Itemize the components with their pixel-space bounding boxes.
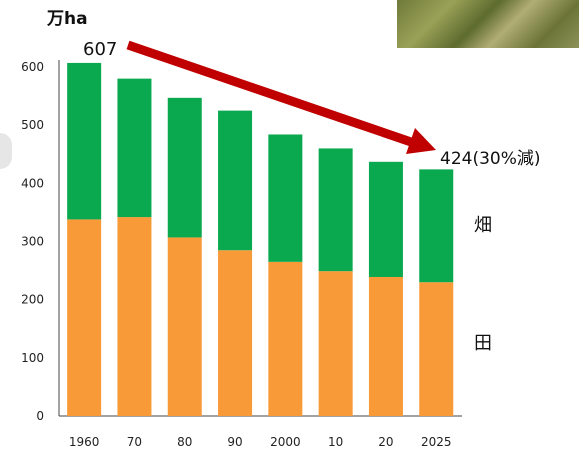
x-tick-label-6: 20 [378, 435, 393, 449]
bar-ta-2 [167, 237, 202, 416]
y-tick-label-0: 0 [36, 409, 44, 423]
x-tick-label-3: 90 [227, 435, 242, 449]
series-label-hata: 畑 [474, 215, 492, 236]
x-tick-label-2: 80 [177, 435, 192, 449]
bar-hata-3 [218, 110, 253, 251]
y-tick-label-5: 500 [21, 118, 44, 132]
bar-series [67, 62, 454, 416]
bar-hata-6 [368, 161, 403, 277]
bar-hata-0 [67, 62, 102, 220]
y-tick-label-3: 300 [21, 235, 44, 249]
bar-hata-7 [419, 169, 454, 283]
bar-ta-5 [318, 271, 353, 416]
x-tick-label-7: 2025 [421, 435, 452, 449]
series-label-ta: 田 [474, 333, 492, 354]
y-tick-label-6: 600 [21, 60, 44, 74]
y-tick-label-2: 200 [21, 293, 44, 307]
bar-ta-7 [419, 282, 454, 416]
bar-ta-4 [268, 261, 303, 416]
x-axis-ticks: 1960 70 80 90 2000 10 20 2025 [69, 435, 452, 449]
bar-ta-1 [117, 217, 152, 416]
y-tick-label-4: 400 [21, 176, 44, 190]
unit-label: 万ha [46, 9, 88, 29]
bar-hata-1 [117, 78, 152, 218]
rice-terrace-photo [397, 0, 579, 48]
x-tick-label-0: 1960 [69, 435, 100, 449]
end-value-label: 424(30%減) [440, 149, 541, 169]
y-axis-ticks: 0 100 200 300 400 500 600 [21, 60, 44, 423]
left-edge-decoration [0, 133, 12, 169]
end-value: 424 [440, 149, 472, 169]
start-value-label: 607 [83, 39, 117, 60]
y-tick-label-1: 100 [21, 351, 44, 365]
x-tick-label-5: 10 [328, 435, 343, 449]
end-note: (30%減) [472, 149, 540, 169]
x-tick-label-4: 2000 [270, 435, 301, 449]
bar-hata-5 [318, 148, 353, 272]
bar-ta-6 [368, 276, 403, 416]
bar-hata-2 [167, 97, 202, 238]
x-tick-label-1: 70 [127, 435, 142, 449]
bar-hata-4 [268, 134, 303, 262]
decline-arrow [126, 40, 436, 154]
bar-ta-0 [67, 219, 102, 416]
bar-ta-3 [218, 250, 253, 416]
